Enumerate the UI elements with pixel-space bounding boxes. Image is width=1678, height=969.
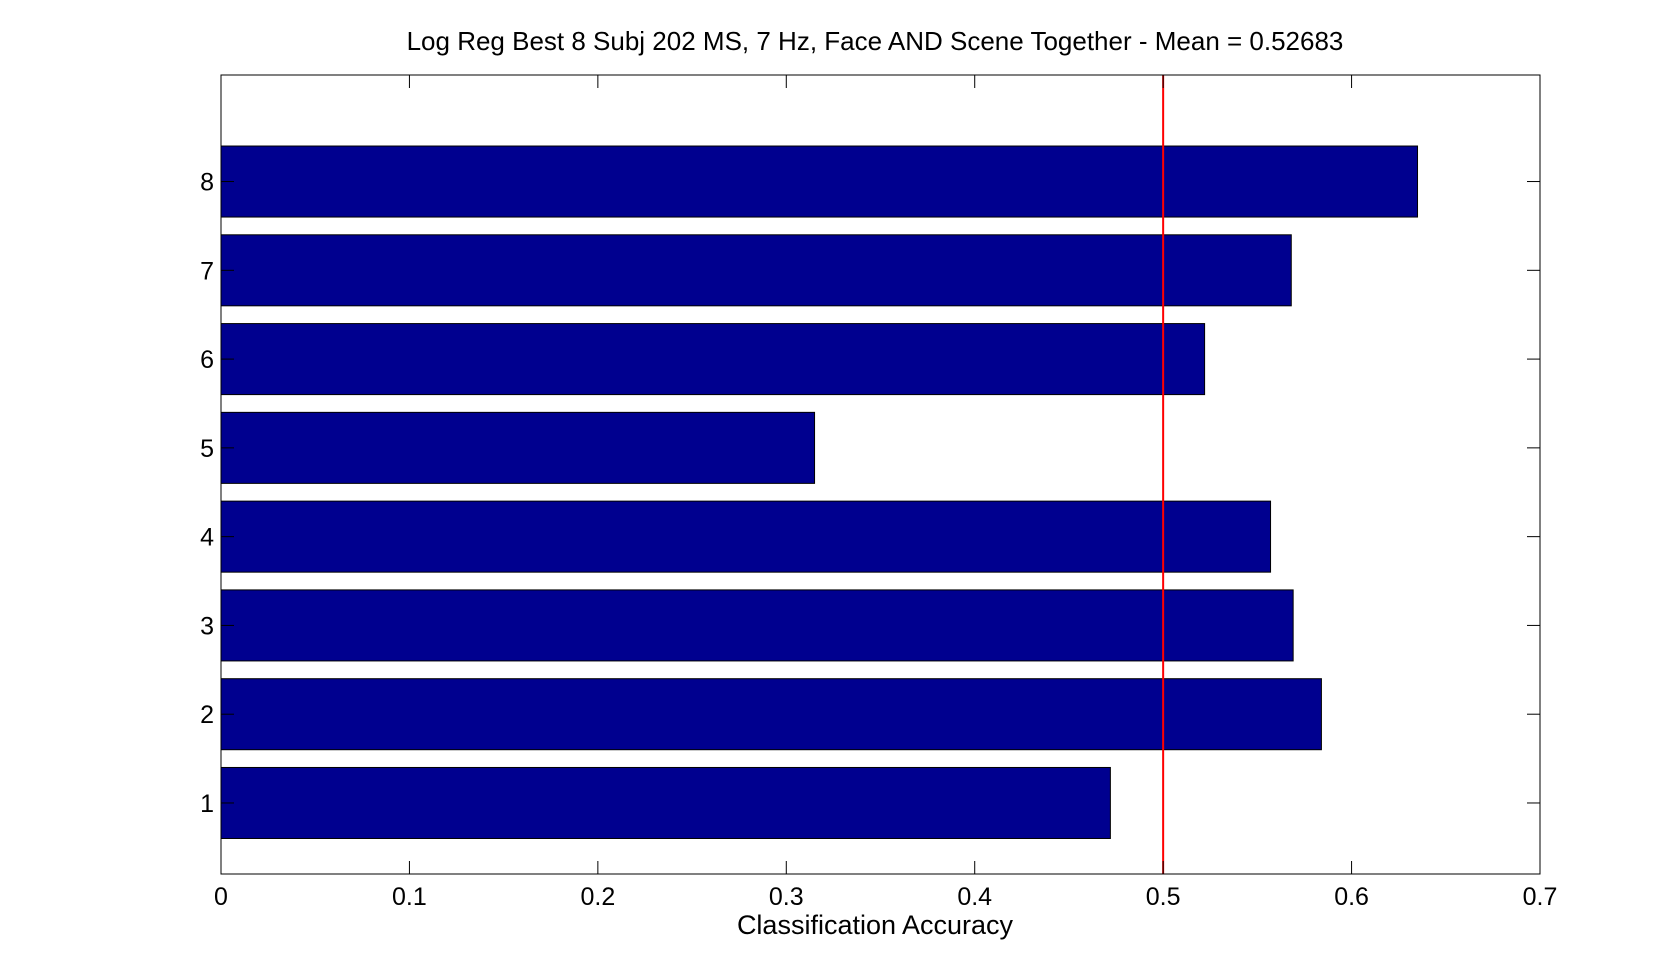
x-axis-label: Classification Accuracy bbox=[737, 910, 1014, 940]
bar-8 bbox=[220, 145, 1419, 218]
bar-7 bbox=[220, 234, 1292, 307]
bar-6 bbox=[220, 323, 1206, 396]
y-tick-label-2: 2 bbox=[200, 701, 214, 729]
y-tick-labels: 1 2 3 4 5 6 7 8 bbox=[200, 169, 214, 818]
y-tick-label-1: 1 bbox=[200, 790, 214, 818]
y-tick-label-8: 8 bbox=[200, 169, 214, 197]
axes-box bbox=[220, 74, 1541, 875]
bar-4 bbox=[220, 500, 1272, 573]
x-tick-labels: 0 0.1 0.2 0.3 0.4 0.5 0.6 0.7 bbox=[214, 883, 1557, 911]
chart-title: Log Reg Best 8 Subj 202 MS, 7 Hz, Face A… bbox=[407, 26, 1344, 56]
bar-2 bbox=[220, 678, 1322, 751]
x-tick-label-1: 0.1 bbox=[392, 883, 427, 911]
x-tick-label-5: 0.5 bbox=[1146, 883, 1181, 911]
x-tick-label-4: 0.4 bbox=[957, 883, 992, 911]
y-tick-label-6: 6 bbox=[200, 346, 214, 374]
x-tick-label-7: 0.7 bbox=[1523, 883, 1558, 911]
bar-3 bbox=[220, 589, 1294, 662]
x-tick-label-6: 0.6 bbox=[1334, 883, 1369, 911]
y-tick-label-5: 5 bbox=[200, 435, 214, 463]
y-tick-label-3: 3 bbox=[200, 612, 214, 640]
y-tick-label-4: 4 bbox=[200, 524, 214, 552]
bars bbox=[220, 145, 1419, 839]
x-tick-label-2: 0.2 bbox=[580, 883, 615, 911]
bar-5 bbox=[220, 411, 816, 484]
x-tick-label-0: 0 bbox=[214, 883, 228, 911]
y-tick-label-7: 7 bbox=[200, 257, 214, 285]
x-tick-label-3: 0.3 bbox=[769, 883, 804, 911]
bar-1 bbox=[220, 766, 1111, 839]
